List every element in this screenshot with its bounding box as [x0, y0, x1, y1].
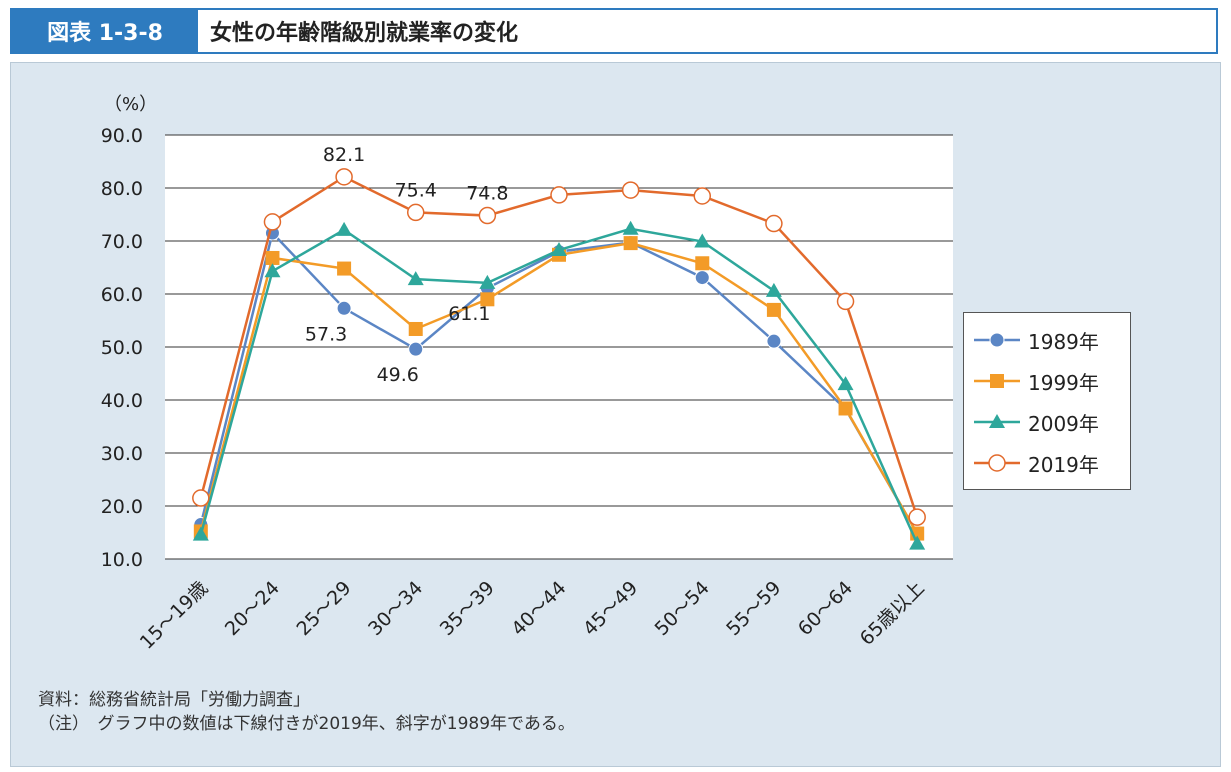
y-tick-label: 50.0: [101, 337, 143, 359]
chart-legend: 1989年 1999年 2009年 2019年: [963, 312, 1131, 490]
data-point: [765, 214, 783, 233]
data-label: 75.4: [395, 179, 437, 201]
data-point: [550, 186, 568, 204]
y-tick-label: 70.0: [101, 231, 143, 253]
legend-marker: [989, 332, 1005, 348]
x-tick-label: 20～24: [221, 577, 284, 640]
data-point: [766, 302, 781, 317]
data-point: [408, 341, 424, 357]
data-point: [909, 535, 926, 550]
legend-label: 1999年: [1028, 370, 1099, 395]
figure-header: 図表 1-3-8 女性の年齢階級別就業率の変化: [10, 8, 1218, 54]
data-point: [264, 263, 281, 278]
figure-number: 図表 1-3-8: [12, 10, 198, 52]
legend-marker: [988, 454, 1006, 472]
data-label: 57.3: [305, 323, 347, 345]
x-tick-label: 60～64: [794, 577, 857, 640]
legend-label: 1989年: [1028, 329, 1099, 354]
legend-item: 1999年: [964, 366, 1130, 396]
y-axis-label: （%）: [104, 94, 157, 115]
data-point: [621, 181, 640, 199]
legend-swatch: [974, 374, 1020, 388]
x-tick-label: 30～34: [364, 577, 427, 640]
data-point: [479, 274, 496, 289]
legend-marker: [990, 374, 1004, 388]
legend-swatch: [974, 414, 1020, 428]
data-point: [694, 270, 710, 286]
series-2019年: [192, 168, 926, 526]
x-tick-label: 65歳以上: [856, 577, 929, 650]
data-point: [263, 213, 282, 231]
data-point: [694, 233, 711, 248]
legend-label: 2009年: [1028, 411, 1099, 436]
x-tick-label: 35～39: [436, 577, 499, 640]
data-point: [407, 271, 424, 286]
legend-marker: [989, 414, 1005, 428]
y-tick-label: 90.0: [101, 125, 143, 147]
y-tick-label: 10.0: [101, 549, 143, 571]
legend-item: 2009年: [964, 407, 1130, 437]
data-point: [192, 526, 209, 541]
data-point: [695, 256, 710, 271]
x-tick-label: 25～29: [292, 577, 355, 640]
data-point: [408, 321, 423, 336]
data-point: [908, 508, 926, 526]
legend-item: 2019年: [964, 448, 1130, 478]
data-point: [766, 333, 782, 349]
data-point: [836, 292, 855, 311]
x-tick-label: 50～54: [651, 577, 714, 640]
x-tick-label: 15～19歳: [136, 577, 213, 654]
data-label: 74.8: [466, 183, 508, 205]
legend-item: 1989年: [964, 325, 1130, 355]
legend-swatch: [974, 454, 1020, 472]
data-point: [837, 376, 854, 391]
footnote: （注） グラフ中の数値は下線付きが2019年、斜字が1989年である。: [38, 714, 575, 734]
data-point: [838, 401, 853, 416]
x-tick-label: 55～59: [722, 577, 785, 640]
source-note: 資料：総務省統計局「労働力調査」: [38, 690, 310, 710]
data-label: 61.1: [448, 303, 490, 325]
x-tick-label: 45～49: [579, 577, 642, 640]
y-tick-label: 80.0: [101, 178, 143, 200]
legend-swatch: [974, 332, 1020, 348]
data-point: [192, 489, 210, 507]
legend-label: 2019年: [1028, 452, 1099, 477]
data-label: 82.1: [323, 144, 365, 166]
x-tick-label: 40～44: [507, 577, 570, 640]
data-point: [480, 292, 495, 307]
data-point: [406, 203, 425, 222]
data-point: [551, 242, 567, 257]
y-tick-label: 60.0: [101, 284, 143, 306]
data-point: [623, 236, 638, 251]
data-point: [622, 220, 639, 235]
y-tick-label: 30.0: [101, 443, 143, 465]
y-tick-label: 40.0: [101, 390, 143, 412]
data-point: [335, 168, 353, 186]
y-tick-label: 20.0: [101, 496, 143, 518]
data-point: [265, 250, 280, 265]
data-point: [478, 206, 497, 225]
figure-title: 女性の年齢階級別就業率の変化: [210, 21, 519, 46]
data-label: 49.6: [377, 364, 419, 386]
data-point: [336, 300, 352, 316]
data-point: [765, 282, 782, 297]
chart-notes: 資料：総務省統計局「労働力調査」 （注） グラフ中の数値は下線付きが2019年、…: [38, 688, 575, 736]
data-point: [336, 221, 353, 236]
data-point: [693, 187, 712, 205]
data-point: [337, 261, 352, 276]
series-2009年: [192, 220, 926, 550]
